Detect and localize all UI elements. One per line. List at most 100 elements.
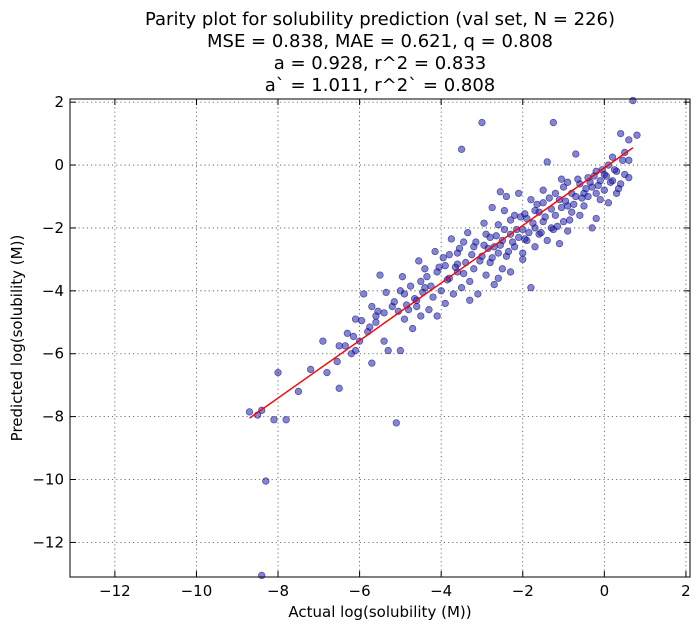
y-tick-labels: −12 −10 −8 −6 −4 −2 0 2 <box>32 93 64 551</box>
y-tick-label: −6 <box>42 345 64 363</box>
x-tick-label: 0 <box>600 582 610 600</box>
data-point <box>586 178 594 186</box>
y-tick-label: −12 <box>32 533 64 551</box>
data-point <box>494 249 502 257</box>
data-point <box>492 232 500 240</box>
data-point <box>578 194 586 202</box>
data-point <box>559 217 568 226</box>
data-point <box>360 290 368 298</box>
y-tick-label: −4 <box>42 282 64 300</box>
scatter-points <box>245 96 641 580</box>
data-point <box>610 166 619 174</box>
data-point <box>527 195 535 204</box>
data-point <box>574 175 582 183</box>
data-point <box>588 224 596 232</box>
data-point <box>372 318 380 326</box>
x-axis-label: Actual log(solubility (M)) <box>288 603 471 621</box>
data-point <box>608 153 617 161</box>
data-point <box>563 227 572 235</box>
data-point <box>541 213 549 221</box>
data-point <box>490 280 498 289</box>
x-tick-label: −2 <box>512 582 534 600</box>
data-point <box>500 225 509 234</box>
data-point <box>270 416 278 424</box>
y-tick-label: −10 <box>32 471 64 489</box>
data-point <box>421 265 429 273</box>
data-point <box>527 284 535 292</box>
data-point <box>580 202 588 210</box>
data-point <box>557 175 566 183</box>
data-point <box>572 192 580 201</box>
data-point <box>625 136 633 144</box>
data-point <box>258 571 266 580</box>
title-line-4: a` = 1.011, r^2` = 0.808 <box>265 75 496 96</box>
data-point <box>396 346 405 355</box>
data-point <box>506 216 515 224</box>
data-point <box>390 298 398 306</box>
data-point <box>357 317 366 325</box>
data-point <box>319 337 327 345</box>
data-point <box>392 419 400 427</box>
x-tick-labels: −12 −10 −8 −6 −4 −2 0 2 <box>99 582 691 600</box>
data-point <box>496 188 504 196</box>
data-point <box>553 222 562 231</box>
data-point <box>449 290 458 298</box>
data-point <box>294 387 303 396</box>
data-point <box>382 288 390 297</box>
data-point <box>529 219 537 227</box>
data-point <box>468 251 476 259</box>
data-point <box>274 368 282 377</box>
title-line-1: Parity plot for solubility prediction (v… <box>145 9 615 30</box>
data-point <box>594 181 602 190</box>
data-point <box>515 189 523 197</box>
data-point <box>349 332 358 341</box>
data-point <box>262 477 270 485</box>
data-point <box>445 251 453 259</box>
data-point <box>619 156 627 164</box>
data-point <box>502 192 511 201</box>
data-point <box>447 235 456 243</box>
data-point <box>519 255 527 264</box>
data-point <box>431 247 439 256</box>
data-point <box>559 183 568 191</box>
data-point <box>376 271 384 279</box>
data-point <box>504 247 513 256</box>
data-point <box>439 254 447 262</box>
x-tick-label: −10 <box>181 582 213 600</box>
data-point <box>457 145 466 153</box>
data-point <box>545 194 553 202</box>
data-point <box>433 312 441 320</box>
data-point <box>470 265 478 273</box>
data-point <box>335 342 343 350</box>
data-point <box>568 208 576 216</box>
data-point <box>576 211 584 220</box>
data-point <box>488 254 496 262</box>
data-point <box>466 277 474 286</box>
data-point <box>459 269 468 278</box>
data-point <box>500 206 509 215</box>
data-point <box>478 118 486 127</box>
data-point <box>351 315 360 323</box>
data-point <box>602 172 611 180</box>
data-point <box>592 189 600 197</box>
data-point <box>543 158 551 166</box>
fit-line-group <box>249 147 634 419</box>
data-point <box>570 200 578 208</box>
data-point <box>551 189 560 197</box>
y-tick-label: −8 <box>42 408 64 426</box>
data-point <box>437 287 445 295</box>
x-tick-label: 2 <box>681 582 691 600</box>
data-point <box>494 274 502 282</box>
data-point <box>494 221 502 229</box>
data-point <box>335 384 343 392</box>
data-point <box>521 235 529 243</box>
data-point <box>472 238 480 246</box>
data-point <box>474 290 482 298</box>
y-tick-label: 0 <box>54 156 64 174</box>
data-point <box>413 302 421 311</box>
data-point <box>566 216 574 224</box>
data-point <box>606 178 615 186</box>
data-point <box>368 359 376 367</box>
data-point <box>372 312 380 320</box>
data-point <box>351 346 360 355</box>
